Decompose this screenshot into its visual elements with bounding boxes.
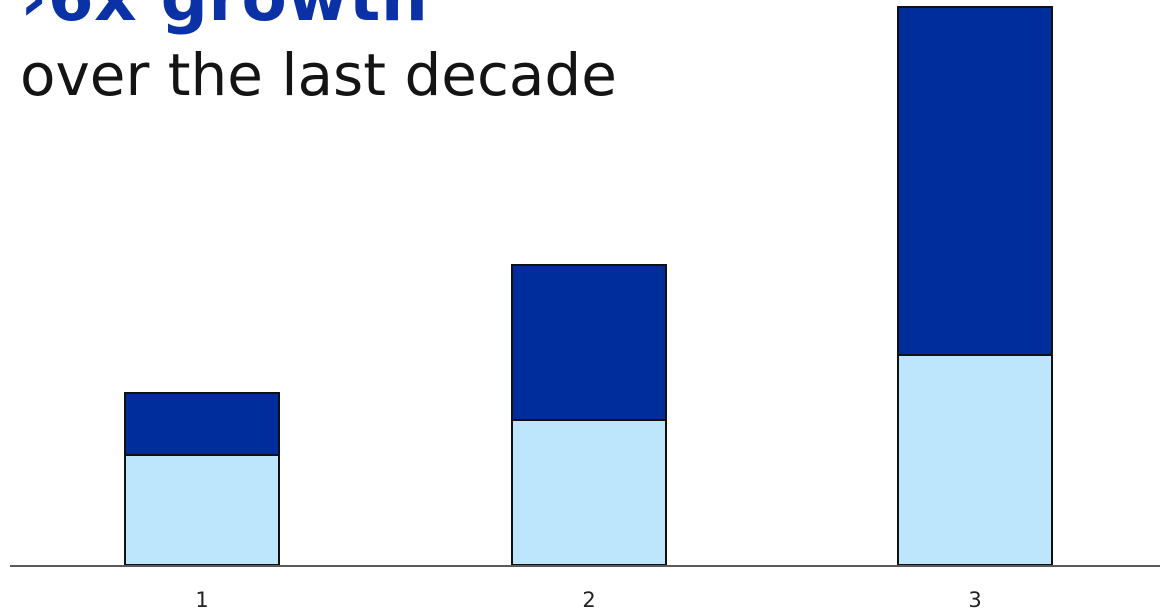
bar-segment-2-bottom bbox=[511, 419, 667, 566]
bar-segment-1-top bbox=[124, 392, 280, 456]
x-tick-label: 1 bbox=[195, 588, 208, 612]
bar-segment-3-top bbox=[897, 6, 1053, 356]
headline: ›6x growth bbox=[20, 0, 617, 38]
x-tick-label: 2 bbox=[582, 588, 595, 612]
bar-segment-2-top bbox=[511, 264, 667, 421]
subtitle: over the last decade bbox=[20, 41, 617, 109]
bar-segment-1-bottom bbox=[124, 454, 280, 566]
title-block: ›6x growth over the last decade bbox=[20, 0, 617, 112]
bar-segment-3-bottom bbox=[897, 354, 1053, 566]
x-tick-label: 3 bbox=[968, 588, 981, 612]
